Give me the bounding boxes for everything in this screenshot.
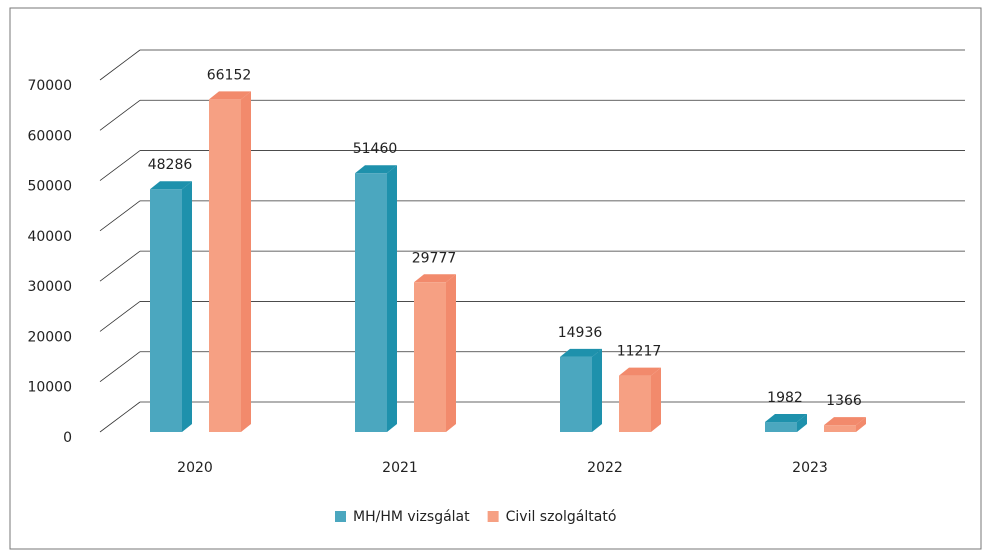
bar-side (651, 367, 661, 432)
value-label: 1366 (826, 393, 862, 409)
value-label: 48286 (148, 157, 193, 173)
bar (150, 181, 192, 432)
bar-side (592, 348, 602, 432)
value-label: 11217 (617, 344, 662, 360)
bar (209, 91, 251, 432)
y-tick-label: 30000 (27, 279, 72, 295)
bar (355, 165, 397, 432)
y-tick-label: 60000 (27, 128, 72, 144)
x-tick-label: 2022 (587, 460, 623, 476)
bar-front (209, 99, 241, 432)
bar-top (824, 417, 866, 426)
bar-front (619, 375, 651, 432)
bar (619, 367, 661, 432)
bar-front (150, 189, 182, 432)
x-tick-label: 2021 (382, 460, 418, 476)
value-label: 66152 (207, 67, 252, 83)
bar-front (560, 356, 592, 432)
grid-line-depth (99, 351, 141, 383)
bar-front (414, 282, 446, 432)
bar-side (387, 165, 397, 432)
bar-top (765, 414, 807, 423)
y-tick-label: 50000 (27, 179, 72, 195)
x-tick-label: 2023 (792, 460, 828, 476)
bar-side (856, 417, 866, 432)
bar (765, 414, 807, 432)
legend-swatch (335, 511, 346, 522)
bar (824, 417, 866, 432)
value-label: 1982 (767, 390, 803, 406)
bar-top (414, 274, 456, 283)
y-tick-label: 10000 (27, 380, 72, 396)
grid-line-depth (99, 250, 141, 282)
value-label: 51460 (353, 141, 398, 157)
bar-top (150, 181, 192, 190)
bar (560, 348, 602, 432)
bar-front (824, 425, 856, 432)
value-label: 14936 (558, 325, 603, 341)
grid-line-depth (99, 99, 141, 131)
bar-front (765, 422, 797, 432)
bar-top (560, 348, 602, 357)
grid-line-depth (99, 200, 141, 232)
bar-side (241, 91, 251, 432)
bar-side (797, 414, 807, 432)
value-label: 29777 (412, 250, 457, 266)
y-tick-label: 0 (63, 430, 72, 446)
legend-label: Civil szolgáltató (506, 509, 617, 525)
grid-line-depth (99, 49, 141, 81)
bar-top (619, 367, 661, 376)
y-tick-label: 70000 (27, 78, 72, 94)
bar (414, 274, 456, 432)
grid-line-depth (99, 150, 141, 181)
bar-front (355, 173, 387, 432)
x-tick-label: 2020 (177, 460, 213, 476)
y-tick-label: 40000 (27, 229, 72, 245)
grid-line-depth (99, 401, 141, 433)
y-tick-label: 20000 (27, 329, 72, 345)
bar-side (182, 181, 192, 432)
bar-top (355, 165, 397, 174)
legend-swatch (487, 511, 499, 522)
grid-line-depth (99, 301, 141, 332)
frame (9, 7, 982, 550)
bar-side (446, 274, 456, 432)
legend-label: MH/HM vizsgálat (353, 509, 470, 525)
bar-top (209, 91, 251, 100)
